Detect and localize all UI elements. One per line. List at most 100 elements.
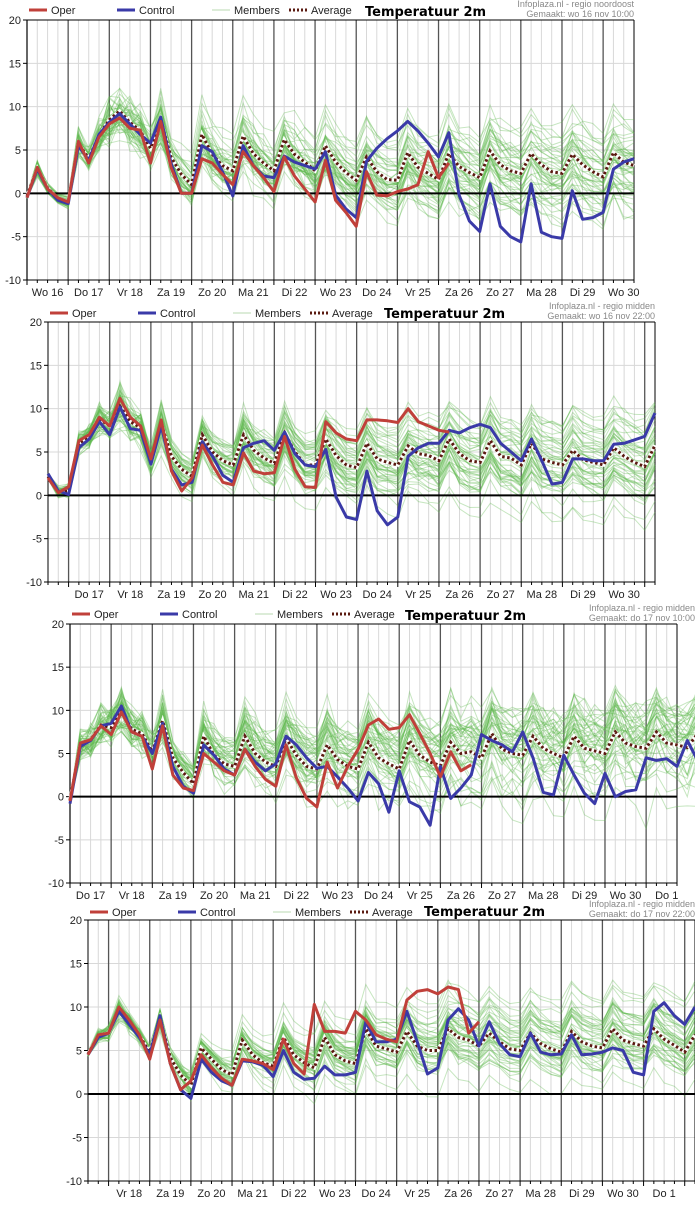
member-line [69,698,695,798]
member-line [69,694,695,800]
x-tick-label: Ma 28 [526,287,557,299]
member-line [87,1009,695,1096]
x-tick-label: Di 22 [282,589,308,601]
y-tick-label: 15 [9,58,21,70]
x-tick-label: Za 19 [156,1188,184,1200]
credit-timestamp: Gemaakt: do 17 nov 22:00 [589,909,695,919]
y-tick-label: -10 [26,577,42,589]
y-tick-label: 15 [70,959,82,971]
x-tick-label: Do 1 [655,890,678,902]
chart-title: Temperatuur 2m [424,905,545,920]
legend-label-average: Average [372,907,413,919]
x-tick-label: Di 29 [572,890,598,902]
chart-svg: 20 15 10 5 0 -5 -10 Do 17 Vr 18 Za 19 Zo 20 Ma 21 Di… [48,603,695,902]
member-line [26,116,635,203]
legend-label-members: Members [295,907,341,919]
legend-item-average: Average [310,308,373,320]
x-tick-label: Di 22 [282,287,308,299]
legend-label-members: Members [277,609,323,621]
member-line [87,980,695,1096]
member-line [47,399,656,495]
x-tick-label: Wo 30 [607,1188,639,1200]
member-line [26,96,635,199]
y-tick-label: -10 [5,275,21,287]
member-line [87,1005,695,1075]
member-line [87,1015,695,1080]
legend-label-control: Control [182,609,217,621]
x-tick-label: Za 19 [157,287,185,299]
member-line [26,97,635,204]
legend-item-average: Average [332,609,395,621]
x-tick-label: Zo 20 [197,1188,225,1200]
legend-item-average: Average [289,5,352,17]
x-tick-label: Wo 23 [320,287,352,299]
control-line [46,405,657,527]
member-line [26,108,635,203]
legend-item-control: Control [117,5,174,17]
member-line [26,101,635,198]
x-tick-label: Ma 21 [237,1188,268,1200]
x-tick-label: Ma 21 [238,287,269,299]
y-tick-label: 5 [58,749,64,761]
member-line [69,699,695,800]
y-tick-label: -5 [72,1133,82,1145]
member-line [87,1000,695,1091]
chart-svg: 20 15 10 5 0 -5 -10 Wo 16 Do 17 Vr 18 Za 19 Zo 20 Ma… [5,0,640,299]
x-tick-label: Za 26 [447,890,475,902]
legend-label-average: Average [354,609,395,621]
member-line [69,697,695,799]
y-tick-label: 10 [30,404,42,416]
chart-title: Temperatuur 2m [365,5,486,20]
member-line [69,703,695,800]
x-tick-label: Wo 30 [608,287,640,299]
y-tick-label: -5 [11,232,21,244]
oper-line [46,396,450,495]
x-tick-label: Wo 23 [320,589,352,601]
x-tick-label: Wo 30 [610,890,642,902]
legend-label-average: Average [311,5,352,17]
legend-item-oper: Oper [50,308,97,320]
member-line [87,1004,695,1081]
member-line [26,111,635,201]
member-line [87,997,695,1085]
credit-timestamp: Gemaakt: wo 16 nov 10:00 [526,9,634,19]
credit-timestamp: Gemaakt: do 17 nov 10:00 [589,613,695,623]
x-tick-label: Do 24 [361,1188,390,1200]
x-tick-label: Vr 18 [117,589,143,601]
legend-item-members: Members [273,907,341,919]
member-line [26,88,635,195]
x-tick-label: Za 19 [157,589,185,601]
legend: Oper Control Members Average [29,5,352,17]
temperature-chart-3: 20 15 10 5 0 -5 -10 Do 17 Vr 18 Za 19 Zo 20 Ma 21 Di… [0,600,695,902]
y-tick-label: -10 [66,1176,82,1188]
legend-item-control: Control [138,308,195,320]
member-line [87,979,695,1072]
member-line [87,998,695,1080]
member-line [87,1021,695,1096]
member-line [87,1007,695,1078]
legend-item-members: Members [233,308,301,320]
x-tick-label: Do 17 [74,287,103,299]
member-line [87,1013,695,1084]
member-line [69,689,695,798]
legend-item-members: Members [255,609,323,621]
x-tick-label: Vr 25 [405,589,431,601]
legend-label-members: Members [234,5,280,17]
legend: Oper Control Members Average [72,609,395,621]
x-tick-label: Vr 25 [407,890,433,902]
x-tick-label: Vr 18 [119,890,145,902]
credit-source: Infoplaza.nl - regio midden [589,899,695,909]
x-tick-label: Do 17 [76,890,105,902]
y-tick-label: 5 [15,145,21,157]
legend-item-control: Control [160,609,217,621]
member-line [69,704,695,800]
x-tick-label: Ma 28 [528,890,559,902]
x-tick-label: Zo 27 [485,1188,513,1200]
member-line [26,87,635,200]
member-line [87,999,695,1084]
y-tick-label: 15 [30,360,42,372]
member-line [47,409,656,498]
chart-title: Temperatuur 2m [405,609,526,624]
y-tick-label: 0 [58,792,64,804]
average-line [46,403,657,494]
